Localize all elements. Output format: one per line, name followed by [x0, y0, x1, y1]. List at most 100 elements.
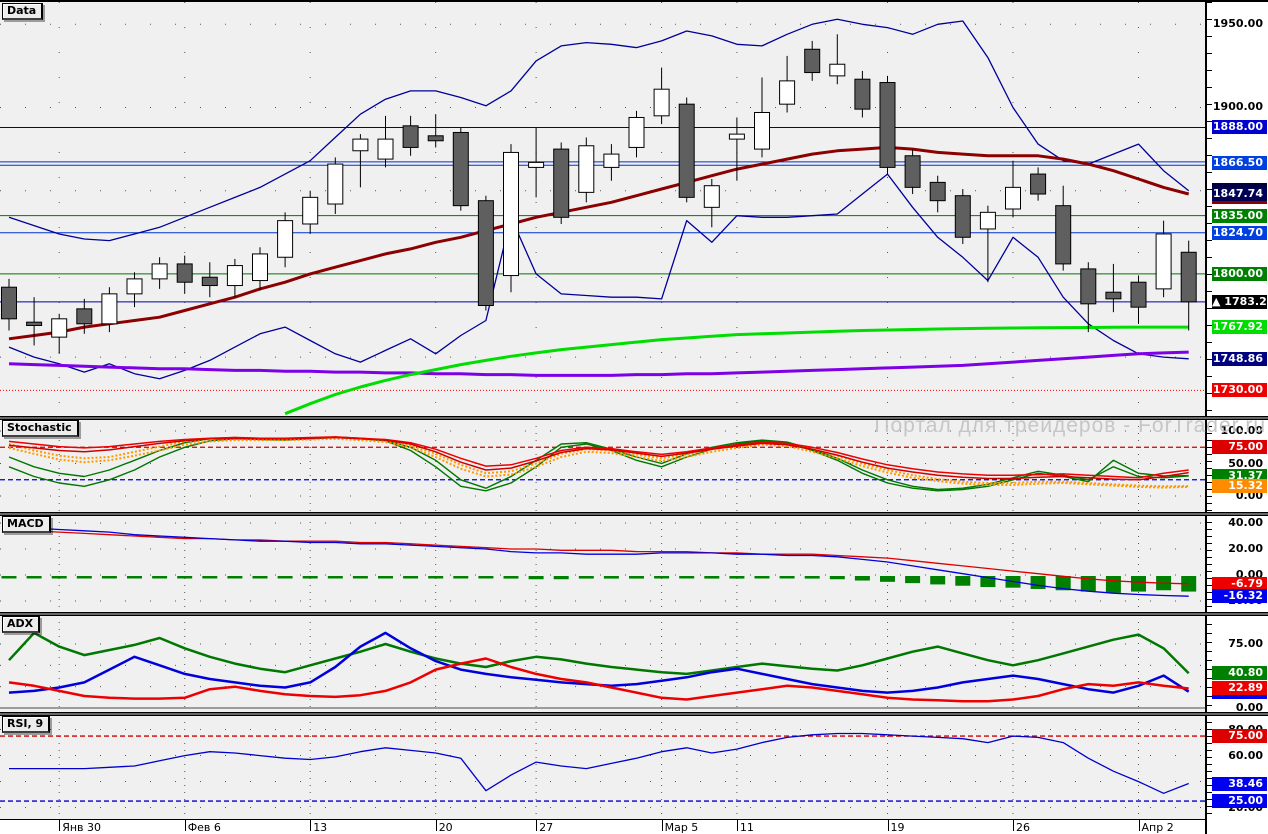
- candle-body: [201, 276, 218, 287]
- time-axis: Янв 30 Фев 6 13 20 27 Мар 5 11 19 26 Апр 2: [0, 819, 1205, 834]
- date-tick: [1138, 820, 1140, 831]
- candle-body: [1155, 233, 1172, 290]
- date-label: Апр 2: [1141, 821, 1174, 834]
- panel-tab-stochastic[interactable]: Stochastic: [2, 420, 79, 437]
- macd-histogram: [930, 575, 946, 585]
- main-axis-ticks: [1207, 2, 1212, 416]
- candle-body: [26, 321, 43, 326]
- macd-histogram: [1131, 575, 1146, 592]
- macd-main-blue: [8, 526, 1189, 597]
- stochastic-value-badge: 15.32: [1212, 479, 1267, 494]
- candle-body: [176, 263, 193, 283]
- macd-histogram: [453, 575, 469, 579]
- band-upper: [8, 18, 1190, 242]
- macd-histogram: [729, 575, 745, 579]
- date-tick: [1013, 820, 1014, 831]
- main-value-badge: 1767.92: [1212, 320, 1267, 335]
- candle-body: [1005, 186, 1021, 210]
- macd-axis-label: 40.00: [1228, 516, 1263, 530]
- candle-body: [653, 88, 670, 117]
- macd-histogram: [829, 575, 845, 580]
- candle-body: [302, 196, 319, 225]
- candle-body: [402, 125, 419, 148]
- adx-green: [8, 631, 1190, 676]
- candle-body: [728, 133, 745, 140]
- date-tick: [59, 820, 61, 831]
- macd-histogram: [202, 575, 218, 579]
- candle-body: [452, 131, 469, 207]
- panel-separator: [0, 712, 1268, 716]
- main-value-badge: 1730.00: [1212, 383, 1267, 398]
- macd-histogram: [428, 575, 444, 579]
- date-tick: [310, 820, 312, 831]
- macd-value-badge: -16.32: [1212, 589, 1267, 604]
- candle-body: [754, 111, 770, 150]
- main-value-badge: 1748.86: [1212, 351, 1267, 366]
- date-tick: [435, 820, 437, 831]
- candle-body: [779, 80, 796, 105]
- candle-body: [979, 211, 996, 230]
- macd-histogram: [26, 575, 42, 579]
- hidden-badge-sliver: [1212, 183, 1267, 188]
- ma-purple: [8, 350, 1189, 377]
- candle-body: [252, 253, 268, 282]
- top-frame-line: [0, 0, 1268, 2]
- macd-histogram: [654, 575, 670, 579]
- macd-histogram: [277, 575, 293, 579]
- candle-body: [553, 148, 570, 218]
- macd-histogram: [704, 575, 720, 579]
- date-label: 19: [890, 821, 905, 834]
- macd-histogram: [403, 575, 419, 579]
- ma-maroon: [8, 145, 1190, 341]
- adx-axis-ticks: [1207, 615, 1212, 712]
- candle-body: [879, 82, 896, 168]
- macd-histogram: [1030, 575, 1046, 589]
- candle-body: [1030, 173, 1047, 195]
- macd-histogram: [679, 575, 695, 579]
- candle-body: [503, 151, 519, 277]
- date-label: Янв 30: [62, 821, 101, 834]
- date-label: 27: [539, 821, 554, 834]
- candle-body: [804, 48, 821, 74]
- candle-body: [904, 155, 921, 188]
- macd-histogram: [629, 575, 644, 579]
- candle-body: [929, 181, 946, 202]
- macd-histogram: [101, 575, 117, 579]
- macd-histogram: [127, 575, 142, 579]
- macd-value-badge: -6.79: [1212, 576, 1267, 591]
- candle-body: [854, 78, 871, 110]
- date-label: 20: [438, 821, 453, 834]
- date-tick: [184, 820, 186, 831]
- candle-body: [829, 63, 846, 77]
- macd-histogram: [302, 575, 318, 579]
- panel-tab-macd[interactable]: MACD: [2, 516, 51, 533]
- date-label: Фев 6: [187, 821, 221, 834]
- stochastic-value-badge: 75.00: [1212, 440, 1267, 455]
- main-value-badge: 1866.50: [1212, 156, 1267, 171]
- date-tick: [661, 820, 663, 831]
- rsi-value-badge: 38.46: [1212, 776, 1267, 791]
- main-value-badge: 1824.70: [1212, 225, 1267, 240]
- rsi-value-badge: 75.00: [1212, 729, 1267, 744]
- ma-badge-strip: [1212, 201, 1267, 205]
- date-tick: [887, 820, 889, 831]
- candle-body: [226, 265, 243, 287]
- date-label: Мар 5: [664, 821, 699, 834]
- adx-value-badge: 40.80: [1212, 666, 1267, 681]
- candle-body: [578, 145, 595, 193]
- adx-axis-label: 75.00: [1228, 637, 1263, 650]
- candle-body: [678, 103, 695, 198]
- candle-body: [1080, 268, 1097, 305]
- panel-separator: [0, 416, 1268, 420]
- candle-body: [1, 286, 17, 320]
- panel-tab-rsi[interactable]: RSI, 9: [2, 716, 51, 733]
- panel-tab-adx[interactable]: ADX: [2, 616, 41, 633]
- candle-body: [1180, 251, 1197, 303]
- macd-histogram: [1, 575, 17, 579]
- macd-histogram: [603, 575, 619, 579]
- stochastic-axis-label: 50.00: [1228, 456, 1263, 470]
- stochastic-axis-ticks: [1207, 419, 1212, 512]
- rsi-value-badge: 25.00: [1212, 794, 1267, 809]
- adx-value-badge: 22.89: [1212, 681, 1267, 696]
- panel-tab-data[interactable]: Data: [2, 3, 44, 20]
